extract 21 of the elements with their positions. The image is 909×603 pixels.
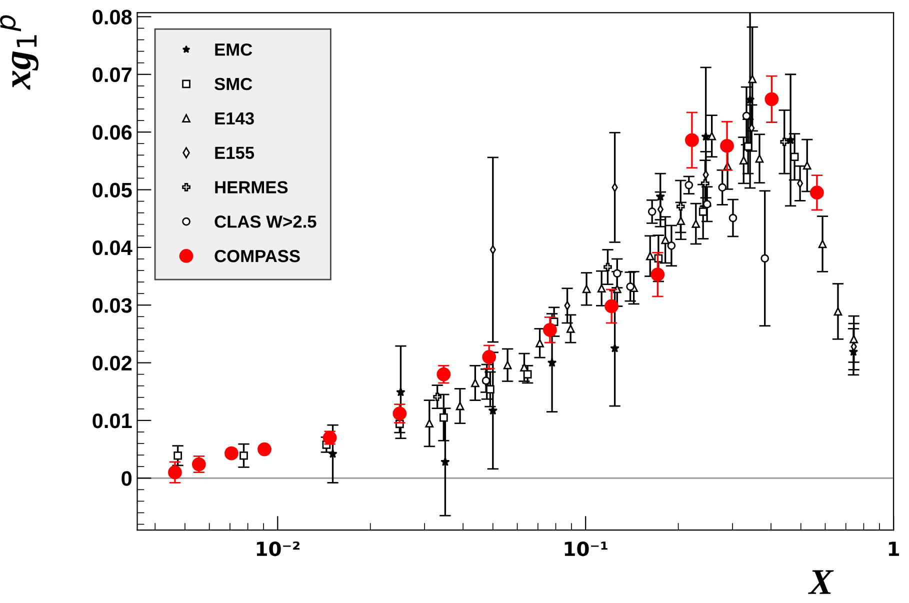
legend-label: E155 xyxy=(215,146,254,159)
y-tick-label: 0.08 xyxy=(92,10,132,24)
y-tick-label: 0.02 xyxy=(92,356,132,371)
y-tick-label: 0.06 xyxy=(92,125,132,140)
y-tick-label: 0.04 xyxy=(92,240,132,256)
y-tick-label: 0.07 xyxy=(92,67,132,82)
y-axis-title: xg$_{1}$$^{p}$ xyxy=(0,15,38,90)
y-tick-label: 0 xyxy=(122,471,132,486)
x-tick-label: 10⁻² xyxy=(256,541,300,556)
legend-label: E143 xyxy=(215,112,254,125)
legend-label: CLAS W>2.5 xyxy=(214,216,316,228)
x-tick-label: 10⁻¹ xyxy=(564,541,608,556)
legend-label: EMC xyxy=(215,43,252,56)
x-axis-title: X xyxy=(808,570,834,594)
y-tick-label: 0.05 xyxy=(92,182,132,198)
x-tick-label: 1 xyxy=(888,542,899,556)
legend-label: COMPASS xyxy=(214,250,300,262)
legend-label: SMC xyxy=(214,78,252,90)
legend-label: HERMES xyxy=(215,181,288,194)
y-tick-label: 0.03 xyxy=(92,298,132,313)
y-tick-label: 0.01 xyxy=(92,413,132,428)
